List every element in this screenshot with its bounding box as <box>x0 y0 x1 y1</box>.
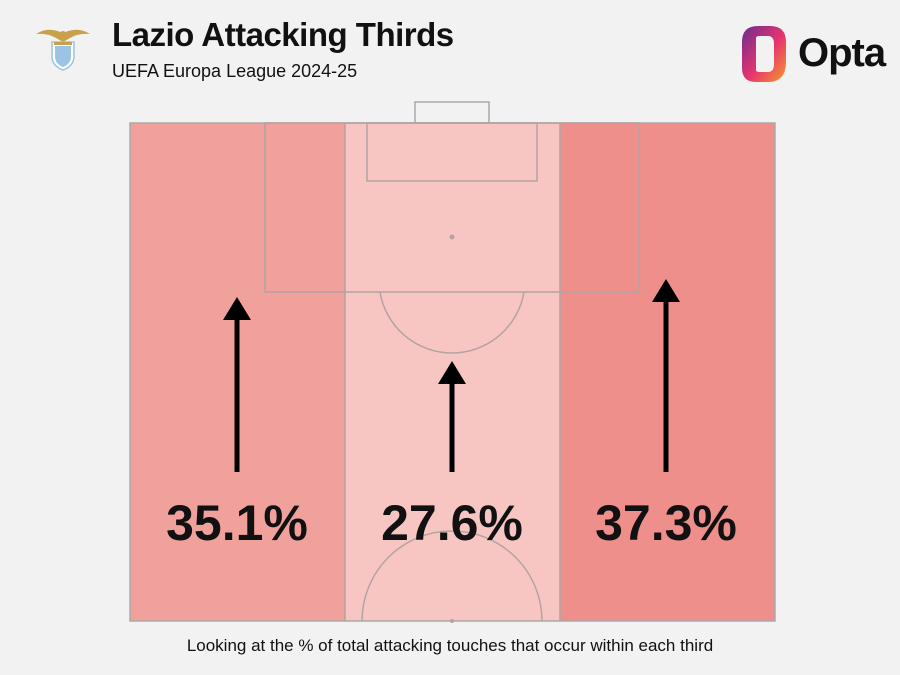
centre-spot <box>450 619 454 623</box>
penalty-spot <box>449 234 455 240</box>
arrow-right <box>652 279 680 472</box>
value-label-centre: 27.6% <box>381 495 523 551</box>
value-label-right: 37.3% <box>595 495 737 551</box>
arrow-centre <box>438 361 466 472</box>
lazio-crest-icon <box>36 29 90 71</box>
chart-subtitle: UEFA Europa League 2024-25 <box>112 61 358 81</box>
chart-title: Lazio Attacking Thirds <box>112 16 454 53</box>
chart-caption: Looking at the % of total attacking touc… <box>186 636 714 655</box>
opta-logo-icon <box>742 26 786 82</box>
value-label-left: 35.1% <box>166 495 308 551</box>
arrow-left <box>223 297 251 472</box>
opta-brand: Opta <box>798 31 886 75</box>
